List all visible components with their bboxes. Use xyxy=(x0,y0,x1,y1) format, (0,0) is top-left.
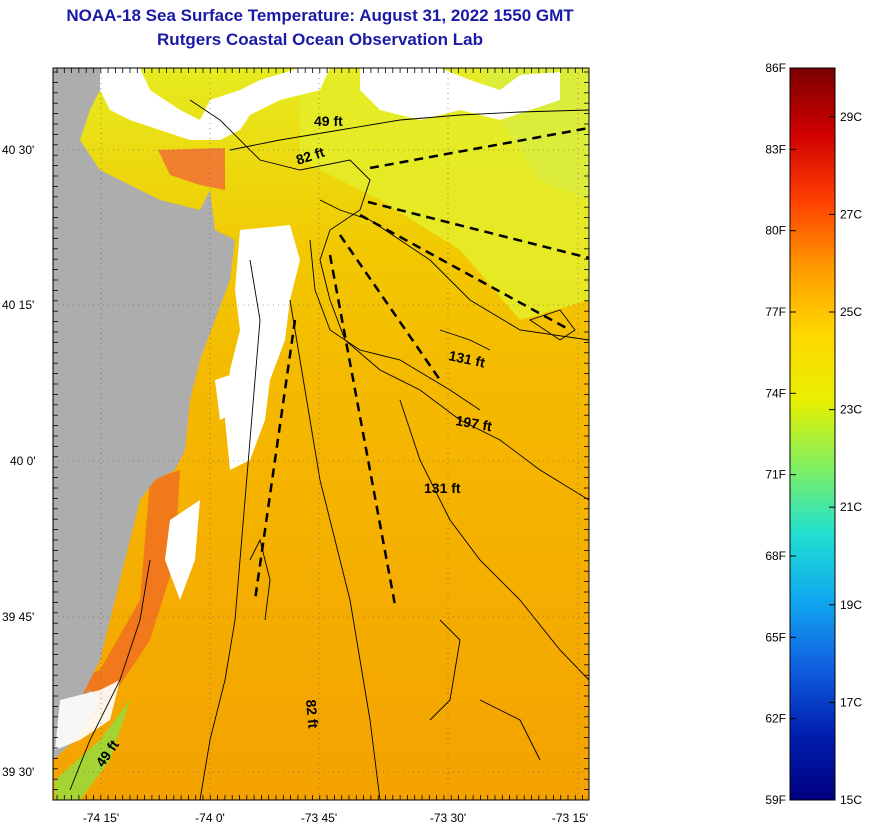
temperature-colorbar xyxy=(789,67,836,801)
bathymetry-contours xyxy=(69,99,589,800)
lat-label: 39 45' xyxy=(2,610,34,624)
lat-label: 40 0' xyxy=(10,454,36,468)
colorbar-f-label: 86F xyxy=(765,61,786,75)
colorbar-c-label: 19C xyxy=(840,598,862,612)
lon-label: -73 30' xyxy=(430,811,466,825)
colorbar-f-label: 83F xyxy=(765,142,786,156)
map-subtitle: Rutgers Coastal Ocean Observation Lab xyxy=(157,30,483,49)
graticule xyxy=(53,68,589,800)
lat-label: 40 30' xyxy=(2,143,34,157)
cloud-north xyxy=(100,68,330,140)
lon-label: -73 45' xyxy=(301,811,337,825)
colorbar-c-label: 17C xyxy=(840,695,862,709)
colorbar-f-label: 74F xyxy=(765,386,786,400)
cool-nearshore xyxy=(55,700,130,800)
colorbar-c-label: 25C xyxy=(840,305,862,319)
colorbar-f-label: 77F xyxy=(765,305,786,319)
land-mass xyxy=(53,68,235,720)
contour-label-131ft-east: 131 ft xyxy=(447,347,486,370)
colorbar-c-label: 15C xyxy=(840,793,862,807)
cloud-south xyxy=(165,500,200,600)
colorbar-c-label: 29C xyxy=(840,110,862,124)
lat-label: 39 30' xyxy=(2,765,34,779)
colorbar-f-labels: 86F 83F 80F 77F 74F 71F 68F 65F 62F 59F xyxy=(765,61,796,807)
map-frame-border xyxy=(52,67,590,801)
lon-label: -74 15' xyxy=(83,811,119,825)
map-plot-area: 49 ft 82 ft 131 ft 197 ft 131 ft 82 ft 4… xyxy=(53,68,589,800)
contour-label-131ft-south: 131 ft xyxy=(424,480,461,496)
colorbar-f-label: 65F xyxy=(765,630,786,644)
lon-label: -74 0' xyxy=(195,811,225,825)
cloud-south-west xyxy=(55,680,120,750)
warm-patch-north xyxy=(158,148,225,190)
lat-label: 40 15' xyxy=(2,298,34,312)
cloud-coastal xyxy=(225,225,300,470)
colorbar-f-label: 68F xyxy=(765,549,786,563)
map-title: NOAA-18 Sea Surface Temperature: August … xyxy=(66,6,574,25)
lon-label: -73 15' xyxy=(552,811,588,825)
contour-label-49ft-north: 49 ft xyxy=(314,113,343,129)
colorbar-c-label: 23C xyxy=(840,403,862,417)
cloud-patch xyxy=(215,370,245,420)
axis-ticks xyxy=(53,68,589,801)
colorbar-f-label: 80F xyxy=(765,224,786,238)
dashed-transect-lines xyxy=(253,126,589,606)
colorbar-f-label: 62F xyxy=(765,712,786,726)
colorbar-c-label: 27C xyxy=(840,207,862,221)
cloud-north-east xyxy=(360,68,560,120)
colorbar-f-label: 59F xyxy=(765,793,786,807)
contour-label-197ft: 197 ft xyxy=(454,412,493,434)
colorbar-f-label: 71F xyxy=(765,468,786,482)
contour-label-82ft-south: 82 ft xyxy=(303,699,321,729)
colorbar-c-labels: 29C 27C 25C 23C 21C 19C 17C 15C xyxy=(829,110,862,807)
colorbar-c-label: 21C xyxy=(840,500,862,514)
